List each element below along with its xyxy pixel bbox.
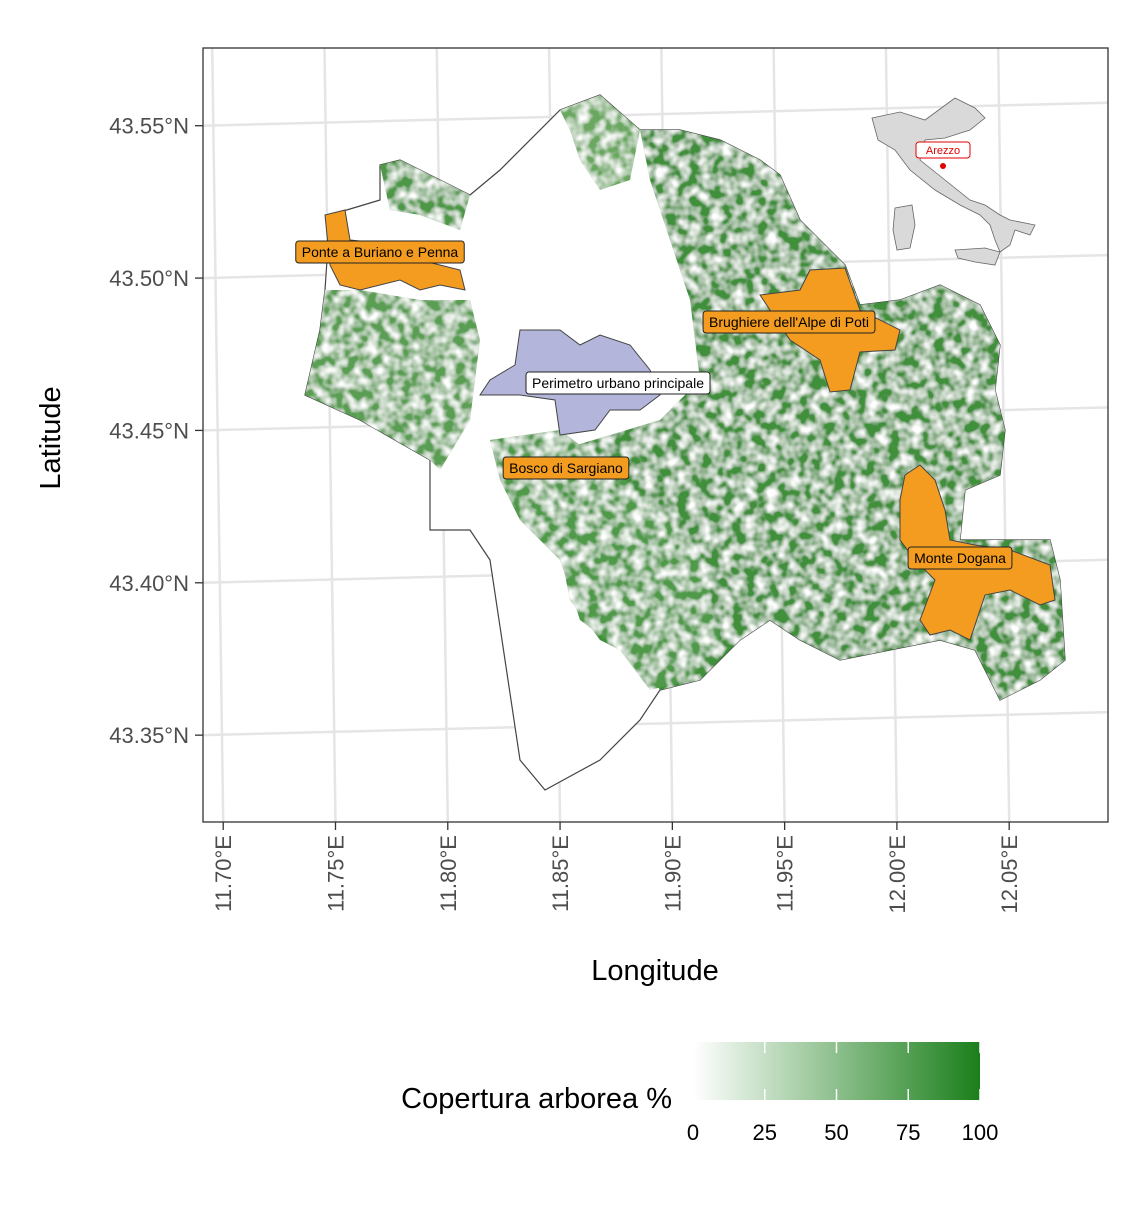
legend-tick-label: 100 [962,1120,999,1145]
area-label: Bosco di Sargiano [509,460,623,476]
inset-map: Arezzo [871,97,1036,266]
legend-tick-label: 0 [687,1120,699,1145]
x-tick-label: 12.00°E [885,835,910,914]
x-axis-title: Longitude [591,955,718,987]
y-tick-label: 43.45°N [109,418,189,443]
area-label: Perimetro urbano principale [532,375,704,391]
area-label-box [907,546,1013,570]
legend-tick-label: 75 [896,1120,920,1145]
x-tick-label: 11.95°E [773,835,798,912]
x-tick-label: 11.80°E [436,835,461,912]
x-tick-label: 11.75°E [323,835,348,912]
y-tick-label: 43.50°N [109,266,189,291]
axes: 11.70°E 11.75°E 11.80°E 11.85°E 11.90°E 11.95… [109,114,1022,914]
sardinia-shape [892,204,916,251]
legend: Copertura arborea % 0 25 50 75 100 [401,1042,998,1145]
area-label: Brughiere dell'Alpe di Poti [709,314,869,330]
x-tick-label: 11.70°E [211,835,236,912]
panel-border [202,47,1109,823]
area-label-box [502,456,630,480]
area-label-box [295,240,465,264]
legend-title: Copertura arborea % [401,1083,672,1115]
grid-line [202,710,1109,737]
grid-line [323,47,337,823]
y-tick-label: 43.35°N [109,723,189,748]
x-tick-label: 11.90°E [660,835,685,912]
area-label-box [525,371,711,395]
italy-shape [871,97,1036,253]
grid-line [210,47,225,823]
area-label: Ponte a Buriano e Penna [302,244,459,260]
x-tick-label: 12.05°E [997,835,1022,914]
area-label: Monte Dogana [914,550,1006,566]
arezzo-dot [940,163,946,169]
inset-label: Arezzo [926,145,960,157]
y-tick-label: 43.40°N [109,571,189,596]
sicily-shape [954,247,1001,266]
area-label-box [702,310,876,334]
y-axis-title: Latitude [35,386,67,489]
legend-tick-label: 50 [824,1120,848,1145]
legend-tick-label: 25 [753,1120,777,1145]
x-tick-label: 11.85°E [548,835,573,912]
y-tick-label: 43.55°N [109,114,189,139]
area-labels: Ponte a Buriano e Penna Brughiere dell'Al… [295,240,1013,570]
inset-label-box [915,141,971,159]
